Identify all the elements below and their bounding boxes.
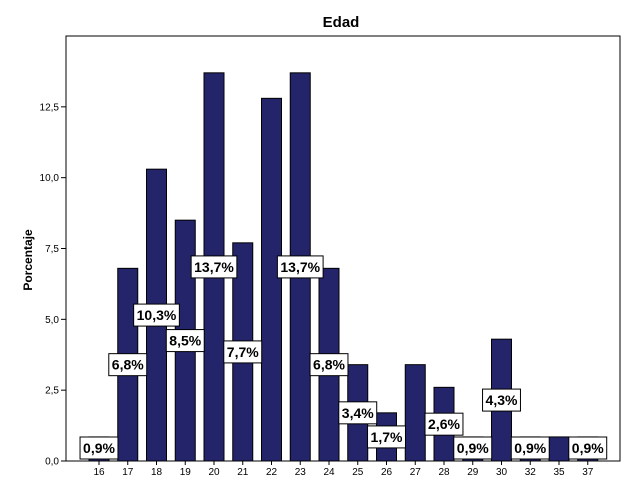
x-tick-label: 19 (180, 467, 192, 478)
data-label-text: 13,7% (280, 259, 320, 275)
x-axis: 16 17 18 19 20 21 22 23 24 25 26 27 28 29 30 32 35 37 (93, 461, 594, 478)
x-tick-label: 24 (323, 467, 335, 478)
data-label-box (338, 401, 378, 425)
x-tick-label: 27 (410, 467, 422, 478)
x-tick-label: 25 (352, 467, 364, 478)
chart-title: Edad (323, 14, 360, 31)
bar (261, 97, 282, 462)
data-label-box (309, 353, 349, 377)
data-label: 10,3% (133, 303, 180, 327)
x-tick-label: 35 (553, 467, 565, 478)
x-tick-label: 23 (295, 467, 307, 478)
data-label: 7,7% (223, 340, 263, 364)
data-label-text: 0,9% (457, 440, 489, 456)
data-label: 4,3% (482, 388, 521, 412)
data-label-text: 0,9% (83, 440, 115, 456)
data-label-box (424, 412, 464, 436)
data-label: 3,4% (338, 401, 378, 425)
data-label-text: 6,8% (112, 357, 144, 373)
x-tick-label: 29 (467, 467, 479, 478)
y-tick-label: 2,5 (45, 386, 59, 397)
data-label: 6,8% (108, 353, 148, 377)
data-label-text: 7,7% (227, 344, 259, 360)
data-label-box (276, 255, 324, 279)
data-label-box (510, 436, 550, 460)
x-tick-label: 28 (438, 467, 450, 478)
data-label-text: 1,7% (371, 429, 403, 445)
data-label: 0,9% (568, 436, 608, 460)
data-label-text: 3,4% (342, 405, 374, 421)
data-label-text: 8,5% (169, 333, 201, 349)
data-labels: 0,9% 6,8% 10,3% 8,5% 13,7% 7,7% 13,7% 6,8% 3,4% 1… (79, 255, 608, 460)
y-tick-label: 7,5 (45, 244, 59, 255)
x-tick-label: 26 (381, 467, 393, 478)
data-label: 0,9% (510, 436, 550, 460)
data-label-box (79, 436, 119, 460)
x-tick-label: 22 (266, 467, 278, 478)
y-axis-label: Porcentaje (21, 229, 35, 291)
x-tick-label: 18 (151, 467, 163, 478)
data-label-box (108, 353, 148, 377)
data-label-box (482, 388, 521, 412)
data-label: 2,6% (424, 412, 464, 436)
x-tick-label: 21 (237, 467, 249, 478)
y-axis: 0,0 2,5 5,0 7,5 10,0 12,5 (40, 102, 66, 468)
x-tick-label: 17 (122, 467, 134, 478)
data-label: 0,9% (79, 436, 119, 460)
y-tick-label: 5,0 (45, 315, 59, 326)
x-tick-label: 30 (496, 467, 508, 478)
data-label-text: 0,9% (572, 440, 604, 456)
data-label-text: 6,8% (313, 357, 345, 373)
data-label: 6,8% (309, 353, 349, 377)
data-label-text: 10,3% (137, 307, 177, 323)
data-label-text: 13,7% (194, 259, 234, 275)
data-label: 13,7% (276, 255, 324, 279)
data-label-box (223, 340, 263, 364)
data-label: 8,5% (165, 329, 205, 353)
data-label: 1,7% (367, 425, 406, 449)
data-label: 0,9% (453, 436, 493, 460)
x-tick-label: 20 (208, 467, 220, 478)
bar (404, 364, 426, 462)
x-tick-label: 32 (525, 467, 537, 478)
data-label-box (568, 436, 608, 460)
x-tick-label: 16 (93, 467, 105, 478)
x-tick-label: 37 (582, 467, 594, 478)
data-label-text: 4,3% (486, 392, 518, 408)
data-label-box (165, 329, 205, 353)
data-label: 13,7% (190, 255, 238, 279)
y-tick-label: 10,0 (40, 173, 60, 184)
data-label-text: 2,6% (428, 416, 460, 432)
bar (548, 436, 570, 462)
data-label-box (190, 255, 238, 279)
data-label-text: 0,9% (514, 440, 546, 456)
y-tick-label: 12,5 (40, 102, 60, 113)
y-tick-label: 0,0 (45, 457, 59, 468)
data-label-box (133, 303, 180, 327)
data-label-box (367, 425, 406, 449)
data-label-box (453, 436, 493, 460)
